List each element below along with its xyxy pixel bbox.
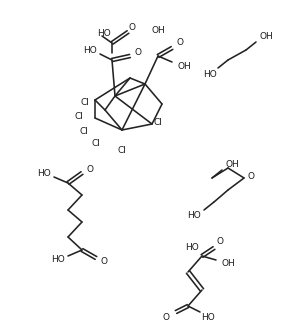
Text: O: O (248, 171, 254, 180)
Text: O: O (163, 313, 170, 322)
Text: Cl: Cl (80, 126, 88, 135)
Text: O: O (134, 48, 142, 57)
Text: O: O (86, 165, 94, 173)
Text: HO: HO (37, 168, 51, 177)
Text: O: O (100, 258, 107, 266)
Text: HO: HO (201, 313, 215, 322)
Text: Cl: Cl (118, 146, 126, 155)
Text: Cl: Cl (81, 98, 89, 107)
Text: OH: OH (177, 62, 191, 71)
Text: HO: HO (187, 212, 201, 220)
Text: HO: HO (83, 45, 97, 55)
Text: OH: OH (259, 31, 273, 40)
Text: HO: HO (51, 256, 65, 264)
Text: O: O (176, 37, 184, 46)
Text: O: O (217, 238, 224, 247)
Text: O: O (128, 23, 136, 31)
Text: OH: OH (221, 260, 235, 268)
Text: OH: OH (225, 160, 239, 168)
Text: HO: HO (203, 70, 217, 78)
Text: Cl: Cl (75, 112, 83, 120)
Text: Cl: Cl (92, 138, 100, 148)
Text: OH: OH (151, 25, 165, 34)
Text: HO: HO (185, 244, 199, 253)
Text: Cl: Cl (154, 118, 162, 126)
Text: HO: HO (97, 28, 111, 37)
